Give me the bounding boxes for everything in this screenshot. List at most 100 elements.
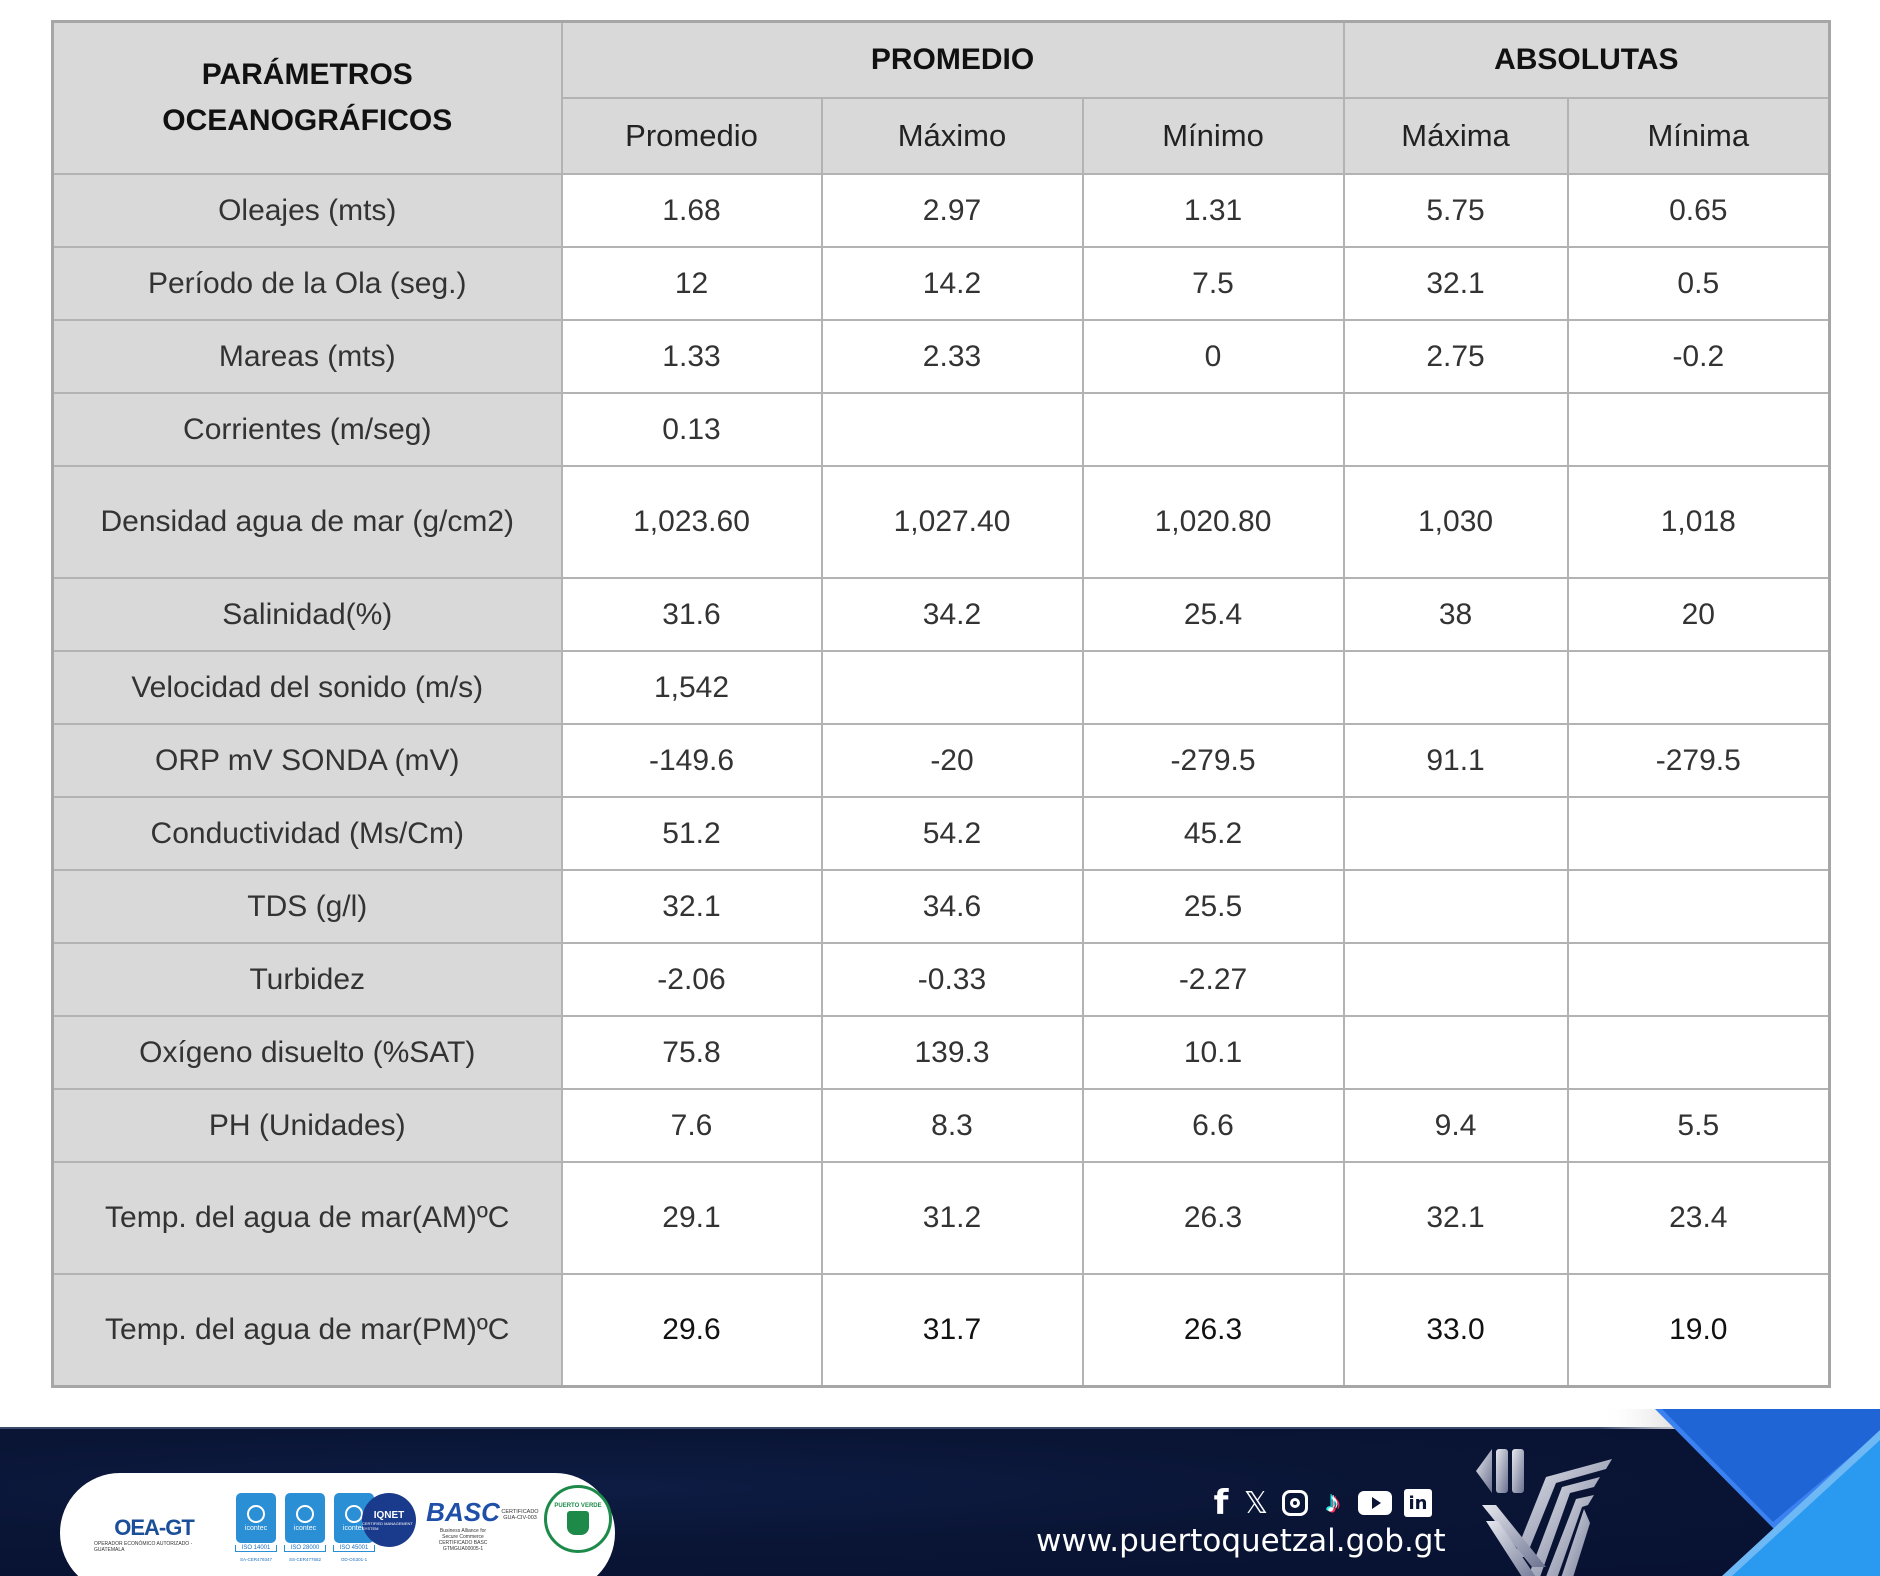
value-cell-promedio: -149.6 bbox=[560, 723, 823, 798]
oea-gt-subtitle: OPERADOR ECONÓMICO AUTORIZADO - GUATEMAL… bbox=[94, 1541, 193, 1553]
value-cell-minima-absoluta: 20 bbox=[1566, 577, 1831, 652]
parameter-name-cell: Densidad agua de mar (g/cm2) bbox=[51, 465, 563, 579]
value-cell-maximo bbox=[820, 650, 1084, 725]
value-cell-minimo: 0 bbox=[1081, 319, 1345, 394]
value-cell-promedio: 1.33 bbox=[560, 319, 823, 394]
value-cell-minima-absoluta: 23.4 bbox=[1566, 1161, 1831, 1275]
value-cell-minimo: -279.5 bbox=[1081, 723, 1345, 798]
parameter-name-cell: Período de la Ola (seg.) bbox=[51, 246, 563, 321]
value-cell-maximo: -0.33 bbox=[820, 942, 1084, 1017]
table-body: Oleajes (mts) 1.68 2.97 1.31 5.75 0.65 Período… bbox=[51, 173, 1831, 1388]
value-cell-minima-absoluta: -279.5 bbox=[1566, 723, 1831, 798]
iqnet-title: IQNET bbox=[373, 1509, 405, 1521]
social-links: f 𝕏 ♪ in bbox=[1212, 1483, 1432, 1523]
value-cell-minima-absoluta bbox=[1566, 650, 1831, 725]
value-cell-promedio: 1.68 bbox=[560, 173, 823, 248]
tiktok-icon[interactable]: ♪ bbox=[1325, 1486, 1341, 1519]
puerto-verde-badge: PUERTO VERDE bbox=[544, 1485, 612, 1553]
value-cell-minima-absoluta: 0.5 bbox=[1566, 246, 1831, 321]
icontec-label: icontec bbox=[342, 1524, 366, 1532]
value-cell-promedio: 51.2 bbox=[560, 796, 823, 871]
value-cell-promedio: 75.8 bbox=[560, 1015, 823, 1090]
subheader-maxima: Máxima bbox=[1342, 97, 1569, 175]
parameter-name-cell: Mareas (mts) bbox=[51, 319, 563, 394]
value-cell-minima-absoluta bbox=[1566, 392, 1831, 467]
basc-tagline: Business Alliance for Secure Commerce bbox=[439, 1527, 487, 1540]
value-cell-maxima-absoluta: 9.4 bbox=[1342, 1088, 1569, 1163]
value-cell-minimo: 7.5 bbox=[1081, 246, 1345, 321]
value-cell-maximo: 14.2 bbox=[820, 246, 1084, 321]
iso-code: OD-OS301-1 bbox=[340, 1557, 368, 1562]
value-cell-minimo bbox=[1081, 392, 1345, 467]
certifications-panel: OEA-GT OPERADOR ECONÓMICO AUTORIZADO - G… bbox=[60, 1473, 615, 1576]
icontec-icon bbox=[296, 1504, 314, 1523]
value-cell-maxima-absoluta: 38 bbox=[1342, 577, 1569, 652]
value-cell-minima-absoluta: -0.2 bbox=[1566, 319, 1831, 394]
value-cell-promedio: 0.13 bbox=[560, 392, 823, 467]
value-cell-promedio: 31.6 bbox=[560, 577, 823, 652]
value-cell-minimo: 25.5 bbox=[1081, 869, 1345, 944]
value-cell-minimo: 1.31 bbox=[1081, 173, 1345, 248]
table-row: PH (Unidades) 7.6 8.3 6.6 9.4 5.5 bbox=[51, 1088, 1831, 1163]
value-cell-maximo: 31.7 bbox=[820, 1273, 1084, 1388]
value-cell-maxima-absoluta bbox=[1342, 650, 1569, 725]
table-row: Velocidad del sonido (m/s) 1,542 bbox=[51, 650, 1831, 725]
parameter-name-cell: Velocidad del sonido (m/s) bbox=[51, 650, 563, 725]
youtube-icon[interactable] bbox=[1358, 1491, 1392, 1515]
header-parameters-line2: OCEANOGRÁFICOS bbox=[162, 104, 453, 137]
value-cell-minimo: 26.3 bbox=[1081, 1273, 1345, 1388]
table-row: Temp. del agua de mar(AM)ºC 29.1 31.2 26.3 3… bbox=[51, 1161, 1831, 1275]
subheader-minima: Mínima bbox=[1566, 97, 1831, 175]
value-cell-promedio: 29.1 bbox=[560, 1161, 823, 1275]
value-cell-minimo: 6.6 bbox=[1081, 1088, 1345, 1163]
website-link[interactable]: www.puertoquetzal.gob.gt bbox=[1036, 1523, 1446, 1559]
parameter-name-cell: Corrientes (m/seg) bbox=[51, 392, 563, 467]
value-cell-maxima-absoluta: 2.75 bbox=[1342, 319, 1569, 394]
linkedin-icon[interactable]: in bbox=[1404, 1489, 1432, 1517]
value-cell-maxima-absoluta: 32.1 bbox=[1342, 246, 1569, 321]
table-row: Oleajes (mts) 1.68 2.97 1.31 5.75 0.65 bbox=[51, 173, 1831, 248]
parameter-name-cell: Temp. del agua de mar(AM)ºC bbox=[51, 1161, 563, 1275]
subheader-minimo: Mínimo bbox=[1081, 97, 1345, 175]
icontec-label: icontec bbox=[244, 1524, 268, 1532]
instagram-icon[interactable] bbox=[1282, 1490, 1308, 1516]
icontec-icon bbox=[345, 1504, 363, 1523]
iso-label: ISO 45001 bbox=[333, 1545, 375, 1552]
value-cell-maximo: 31.2 bbox=[820, 1161, 1084, 1275]
value-cell-maximo: 139.3 bbox=[820, 1015, 1084, 1090]
basc-logo: BASC bbox=[426, 1496, 500, 1527]
table-row: Período de la Ola (seg.) 12 14.2 7.5 32.1 0.5 bbox=[51, 246, 1831, 321]
value-cell-minima-absoluta: 19.0 bbox=[1566, 1273, 1831, 1388]
value-cell-maxima-absoluta bbox=[1342, 942, 1569, 1017]
value-cell-maxima-absoluta: 91.1 bbox=[1342, 723, 1569, 798]
value-cell-minimo: 1,020.80 bbox=[1081, 465, 1345, 579]
value-cell-promedio: 1,542 bbox=[560, 650, 823, 725]
value-cell-maxima-absoluta: 32.1 bbox=[1342, 1161, 1569, 1275]
value-cell-promedio: 7.6 bbox=[560, 1088, 823, 1163]
facebook-icon[interactable]: f bbox=[1213, 1483, 1229, 1523]
table-row: TDS (g/l) 32.1 34.6 25.5 bbox=[51, 869, 1831, 944]
value-cell-maximo: 34.2 bbox=[820, 577, 1084, 652]
icontec-label: icontec bbox=[293, 1524, 317, 1532]
header-parameters: PARÁMETROS OCEANOGRÁFICOS bbox=[51, 20, 563, 175]
value-cell-minimo: 45.2 bbox=[1081, 796, 1345, 871]
icontec-iso28000-badge: icontec ISO 28000 SS-CER477682 bbox=[284, 1493, 326, 1562]
value-cell-promedio: 1,023.60 bbox=[560, 465, 823, 579]
oea-gt-title: OEA-GT bbox=[114, 1515, 195, 1540]
value-cell-maximo: 34.6 bbox=[820, 869, 1084, 944]
parameter-name-cell: TDS (g/l) bbox=[51, 869, 563, 944]
icontec-iso14001-badge: icontec ISO 14001 SA-CER479347 bbox=[235, 1493, 277, 1562]
parameter-name-cell: PH (Unidades) bbox=[51, 1088, 563, 1163]
value-cell-maximo: 2.97 bbox=[820, 173, 1084, 248]
footer: OEA-GT OPERADOR ECONÓMICO AUTORIZADO - G… bbox=[0, 1429, 1880, 1576]
value-cell-maximo: 54.2 bbox=[820, 796, 1084, 871]
oceanographic-table-container: PARÁMETROS OCEANOGRÁFICOS PROMEDIO ABSOL… bbox=[51, 20, 1832, 1388]
header-parameters-line1: PARÁMETROS bbox=[201, 58, 413, 91]
table-row: ORP mV SONDA (mV) -149.6 -20 -279.5 91.1 -279… bbox=[51, 723, 1831, 798]
value-cell-maxima-absoluta bbox=[1342, 1015, 1569, 1090]
value-cell-maximo: 2.33 bbox=[820, 319, 1084, 394]
certificado-label: CERTIFICADO GUA-CIV-003 bbox=[501, 1509, 539, 1521]
x-icon[interactable]: 𝕏 bbox=[1243, 1485, 1269, 1521]
parameter-name-cell: Oleajes (mts) bbox=[51, 173, 563, 248]
subheader-maximo: Máximo bbox=[820, 97, 1084, 175]
